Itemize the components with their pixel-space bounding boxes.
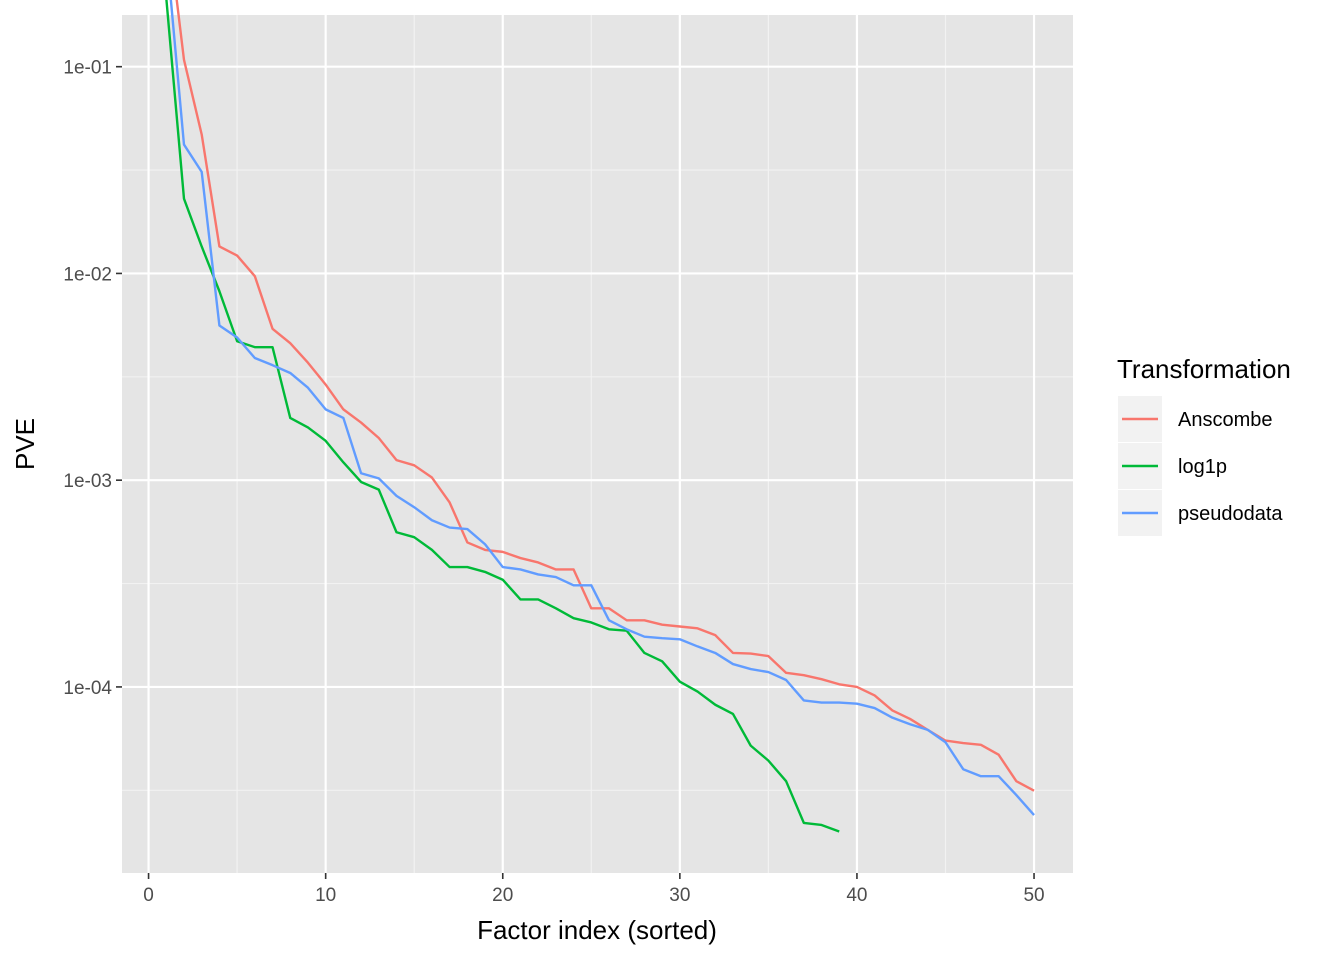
series-lines bbox=[165, 0, 1035, 833]
x-tick-label: 50 bbox=[1023, 885, 1044, 906]
legend-title: Transformation bbox=[1117, 354, 1291, 384]
series-line-log1p bbox=[165, 0, 840, 833]
x-tick-label: 40 bbox=[846, 885, 867, 906]
y-tick-label: 1e-02 bbox=[63, 264, 112, 285]
y-tick-label: 1e-03 bbox=[63, 471, 112, 492]
x-tick-label: 20 bbox=[492, 885, 513, 906]
y-axis-ticks: 1e-01 1e-02 1e-03 1e-04 bbox=[63, 58, 122, 699]
plot-panel bbox=[122, 15, 1073, 873]
legend-label-Anscombe: Anscombe bbox=[1178, 409, 1273, 431]
y-axis-title: PVE bbox=[10, 418, 40, 470]
series-line-pseudodata bbox=[169, 0, 1035, 816]
x-axis-title: Factor index (sorted) bbox=[477, 915, 717, 945]
major-gridlines bbox=[122, 15, 1073, 873]
x-tick-label: 10 bbox=[315, 885, 336, 906]
legend-label-log1p: log1p bbox=[1178, 456, 1227, 478]
legend-label-pseudodata: pseudodata bbox=[1178, 503, 1283, 525]
y-tick-label: 1e-01 bbox=[63, 58, 112, 79]
legend-items: Anscombe log1p pseudodata bbox=[1118, 396, 1283, 536]
x-tick-label: 30 bbox=[669, 885, 690, 906]
legend: Transformation Anscombe log1p pseudodata bbox=[1117, 354, 1291, 536]
x-axis-ticks: 0 10 20 30 40 50 bbox=[143, 873, 1045, 906]
series-line-Anscombe bbox=[175, 0, 1035, 792]
y-tick-label: 1e-04 bbox=[63, 678, 112, 699]
x-tick-label: 0 bbox=[143, 885, 154, 906]
